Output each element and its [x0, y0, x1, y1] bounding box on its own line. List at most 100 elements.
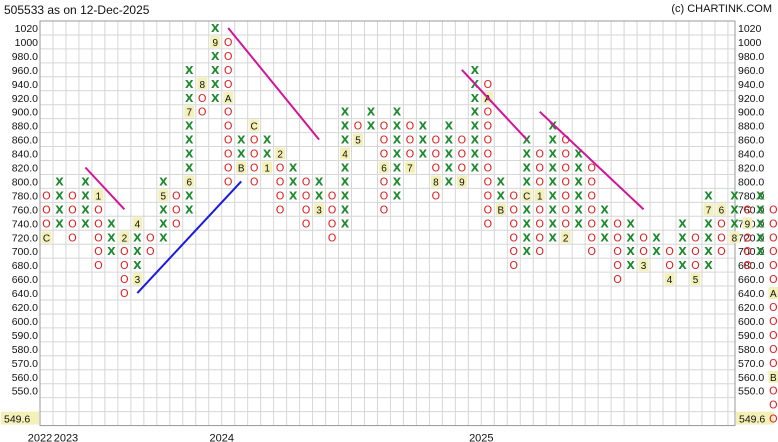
month-marker: 9: [212, 38, 218, 49]
o-mark: O: [276, 175, 285, 188]
x-mark: X: [55, 217, 64, 230]
month-marker-bg: [404, 161, 415, 174]
o-mark: O: [587, 189, 596, 202]
o-mark: O: [743, 231, 752, 244]
y-tick-label: 550.0: [12, 386, 38, 398]
o-mark: O: [587, 245, 596, 258]
x-mark: X: [263, 148, 272, 161]
y-tick-label: 570.0: [738, 358, 764, 370]
month-marker: 3: [316, 205, 322, 216]
month-marker-bg: [184, 105, 195, 118]
o-mark: O: [120, 287, 129, 300]
x-mark: X: [289, 189, 298, 202]
o-mark: O: [561, 148, 570, 161]
o-mark: O: [328, 203, 337, 216]
o-mark: O: [224, 64, 233, 77]
x-mark: X: [523, 217, 532, 230]
month-marker: 7: [706, 205, 712, 216]
x-mark: X: [523, 245, 532, 258]
x-mark: X: [393, 189, 402, 202]
y-tick-label: 680.0: [738, 260, 764, 272]
x-mark: X: [419, 134, 428, 147]
month-marker: A: [225, 94, 232, 105]
x-mark: X: [445, 148, 454, 161]
x-mark: X: [704, 259, 713, 272]
o-mark: O: [380, 134, 389, 147]
x-mark: X: [107, 231, 116, 244]
o-mark: O: [769, 329, 778, 342]
x-mark: X: [367, 120, 376, 133]
month-marker-bg: [768, 287, 778, 300]
y-tick-label: 800.0: [738, 176, 764, 188]
month-marker-bg: [664, 273, 675, 286]
x-mark: X: [133, 231, 142, 244]
chart-columns: OOOCXXXXOOOOXXXX1OOOOOXXX2OOOO3XXX4OOXXX…: [41, 22, 778, 426]
x-mark: X: [704, 245, 713, 258]
o-mark: O: [380, 120, 389, 133]
o-mark: O: [769, 399, 778, 412]
o-mark: O: [535, 148, 544, 161]
x-mark: X: [185, 162, 194, 175]
y-tick-label: 820.0: [738, 163, 764, 175]
month-marker-bg: [340, 147, 351, 160]
x-mark: X: [523, 203, 532, 216]
o-mark: O: [380, 203, 389, 216]
plot-frame: [39, 20, 736, 427]
x-mark: X: [652, 245, 661, 258]
x-year-label: 2022: [28, 433, 52, 442]
x-mark: X: [419, 120, 428, 133]
o-mark: O: [380, 148, 389, 161]
o-mark: O: [120, 273, 129, 286]
o-mark: O: [328, 217, 337, 230]
y-tick-label: 590.0: [12, 330, 38, 342]
chart-grid: [39, 20, 736, 427]
month-marker: 1: [96, 191, 102, 202]
o-mark: O: [146, 231, 155, 244]
o-mark: O: [509, 203, 518, 216]
x-mark: X: [133, 245, 142, 258]
month-marker: C: [251, 122, 258, 133]
x-mark: X: [211, 64, 220, 77]
x-mark: X: [678, 231, 687, 244]
x-axis: 2022 2023 2024 2025: [28, 433, 494, 442]
x-mark: X: [523, 231, 532, 244]
brand-watermark[interactable]: (c) CHARTINK.COM: [671, 3, 772, 15]
x-mark: X: [237, 148, 246, 161]
month-marker: 5: [693, 275, 699, 286]
y-tick-label: 660.0: [738, 274, 764, 286]
x-mark: X: [574, 148, 583, 161]
month-marker: 5: [161, 191, 167, 202]
month-marker: 9: [459, 177, 465, 188]
o-mark: O: [509, 189, 518, 202]
o-mark: O: [172, 189, 181, 202]
y-tick-label: 920.0: [738, 93, 764, 105]
month-marker-bg: [495, 203, 506, 216]
x-mark: X: [55, 189, 64, 202]
x-mark: X: [678, 245, 687, 258]
o-mark: O: [224, 175, 233, 188]
y-tick-label: 940.0: [738, 79, 764, 91]
month-marker-bg: [275, 147, 286, 160]
month-marker: 4: [667, 275, 673, 286]
y-tick-label: 640.0: [12, 288, 38, 300]
x-year-label: 2024: [209, 433, 233, 442]
x-mark: X: [523, 148, 532, 161]
month-marker-bg: [132, 273, 143, 286]
y-tick-label: 800.0: [12, 176, 38, 188]
x-mark: X: [730, 203, 739, 216]
month-marker: A: [770, 289, 777, 300]
o-mark: O: [42, 203, 51, 216]
last-price-box: [1, 411, 39, 425]
x-mark: X: [341, 162, 350, 175]
x-mark: X: [600, 231, 609, 244]
o-mark: O: [406, 134, 415, 147]
x-mark: X: [574, 189, 583, 202]
month-marker-bg: [41, 231, 52, 244]
x-mark: X: [548, 203, 557, 216]
month-marker: 7: [186, 108, 192, 119]
o-mark: O: [458, 162, 467, 175]
month-marker-bg: [534, 189, 545, 202]
x-mark: X: [730, 189, 739, 202]
o-mark: O: [328, 231, 337, 244]
o-mark: O: [769, 245, 778, 258]
